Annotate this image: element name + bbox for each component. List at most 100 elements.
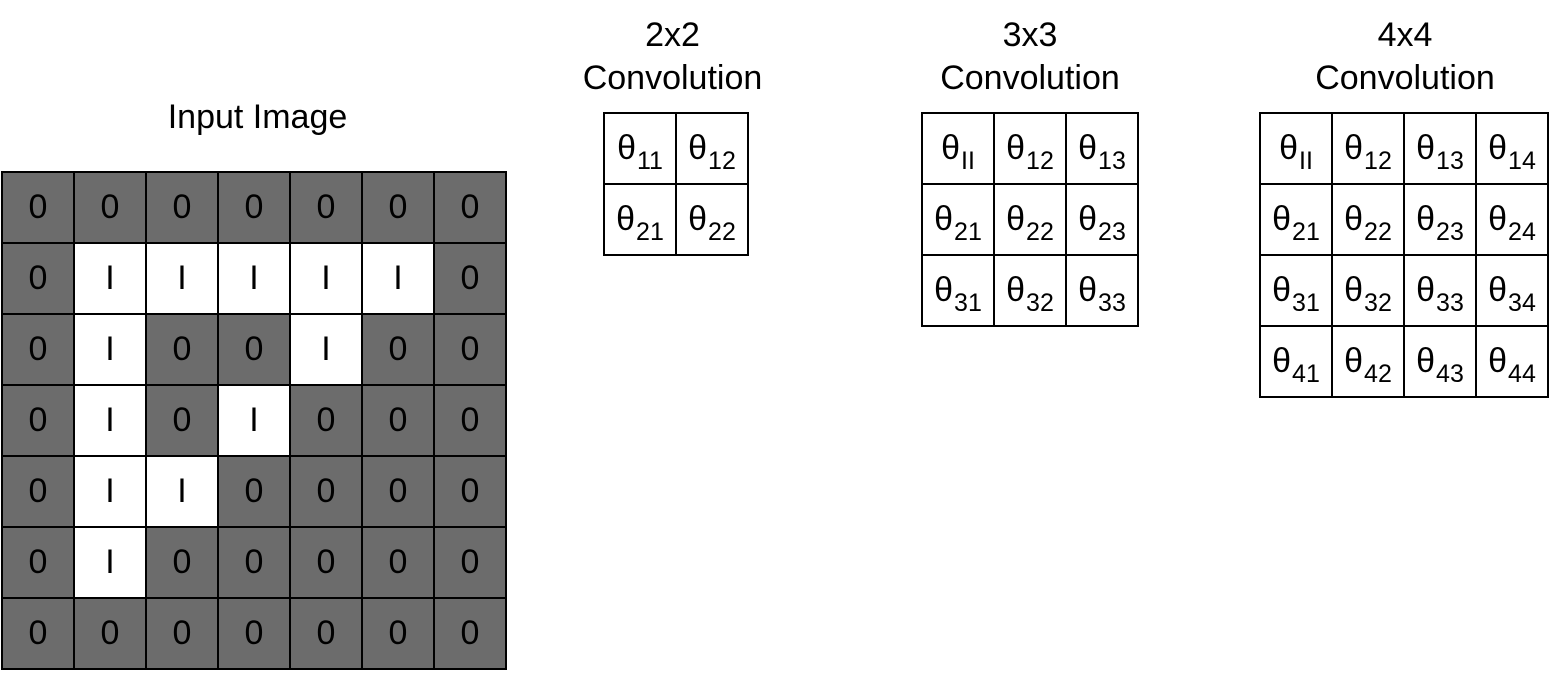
- theta-weight: θ22: [1344, 200, 1392, 246]
- kernel-weight-cell: θ11: [603, 112, 677, 185]
- theta-symbol: θ: [1416, 271, 1436, 309]
- theta-subscript: 12: [1026, 147, 1054, 175]
- theta-symbol: θ: [617, 129, 636, 167]
- kernel-weight-cell: θ44: [1475, 325, 1549, 398]
- input-pixel-cell: 0: [145, 313, 219, 386]
- theta-subscript: 13: [1436, 147, 1464, 175]
- theta-weight: θII: [941, 129, 975, 175]
- theta-subscript: 23: [1436, 218, 1464, 246]
- theta-symbol: θ: [1078, 200, 1098, 238]
- kernel-weight-cell: θ32: [993, 254, 1067, 327]
- theta-symbol: θ: [1488, 129, 1508, 167]
- kernel-3x3-grid: θII θ12 θ13 θ21 θ22 θ23 θ31 θ32 θ33: [921, 112, 1139, 327]
- theta-subscript: 33: [1098, 289, 1126, 317]
- theta-weight: θ41: [1272, 342, 1320, 388]
- input-pixel-cell: 0: [1, 313, 75, 386]
- kernel-weight-cell: θ33: [1403, 254, 1477, 327]
- kernel-row: θII θ12 θ13: [921, 112, 1139, 185]
- theta-subscript: 14: [1508, 147, 1536, 175]
- kernel-4x4-title-label: Convolution: [1315, 59, 1495, 97]
- theta-weight: θ21: [934, 200, 982, 246]
- theta-symbol: θ: [1488, 271, 1508, 309]
- kernel-weight-cell: θ21: [1259, 183, 1333, 256]
- input-pixel-cell: 0: [433, 597, 507, 670]
- input-pixel-cell: 0: [73, 597, 147, 670]
- kernel-2x2-title: 2x2 Convolution: [575, 14, 770, 100]
- theta-symbol: θ: [1272, 342, 1292, 380]
- theta-symbol: θ: [934, 271, 954, 309]
- kernel-weight-cell: θ31: [1259, 254, 1333, 327]
- input-pixel-cell: I: [145, 455, 219, 528]
- kernel-weight-cell: θ13: [1065, 112, 1139, 185]
- input-pixel-cell: 0: [433, 526, 507, 599]
- input-pixel-cell: I: [73, 526, 147, 599]
- kernel-weight-cell: θ34: [1475, 254, 1549, 327]
- theta-subscript: 31: [954, 289, 982, 317]
- input-pixel-cell: 0: [361, 455, 435, 528]
- input-pixel-cell: 0: [433, 171, 507, 244]
- theta-symbol: θ: [1344, 271, 1364, 309]
- theta-subscript: 33: [1436, 289, 1464, 317]
- theta-symbol: θ: [688, 129, 708, 167]
- theta-weight: θII: [1279, 129, 1313, 175]
- theta-weight: θ32: [1006, 271, 1054, 317]
- theta-weight: θ32: [1344, 271, 1392, 317]
- theta-weight: θ21: [1272, 200, 1320, 246]
- kernel-2x2-title-label: Convolution: [582, 59, 763, 97]
- input-pixel-cell: I: [289, 313, 363, 386]
- theta-subscript: 41: [1292, 360, 1320, 388]
- input-pixel-cell: 0: [145, 384, 219, 457]
- kernel-weight-cell: θ14: [1475, 112, 1549, 185]
- kernel-weight-cell: θ12: [675, 112, 749, 185]
- theta-weight: θ22: [1006, 200, 1054, 246]
- input-pixel-cell: 0: [289, 455, 363, 528]
- theta-subscript: 21: [1292, 218, 1320, 246]
- input-pixel-cell: I: [361, 242, 435, 315]
- kernel-row: θ31 θ32 θ33: [921, 254, 1139, 327]
- theta-weight: θ14: [1488, 129, 1536, 175]
- theta-symbol: θ: [1344, 129, 1364, 167]
- theta-subscript: II: [1299, 147, 1313, 175]
- theta-symbol: θ: [1488, 200, 1508, 238]
- kernel-2x2-title-size: 2x2: [645, 16, 700, 54]
- input-pixel-cell: 0: [1, 171, 75, 244]
- theta-symbol: θ: [1416, 200, 1436, 238]
- kernel-row: θ41 θ 42 θ43 θ44: [1259, 325, 1549, 398]
- kernel-3x3-title-label: Convolution: [940, 59, 1120, 97]
- theta-subscript: 22: [1026, 218, 1054, 246]
- theta-weight: θ24: [1488, 200, 1536, 246]
- kernel-weight-cell: θ22: [993, 183, 1067, 256]
- input-pixel-cell: 0: [361, 597, 435, 670]
- kernel-row: θ21 θ22 θ23: [921, 183, 1139, 256]
- kernel-4x4-grid: θII θ12 θ13 θ14 θ21 θ22 θ23 θ24 θ31 θ32 θ33 θ34 θ41 θ…: [1259, 112, 1549, 398]
- kernel-weight-cell: θ13: [1403, 112, 1477, 185]
- theta-weight: θ44: [1488, 342, 1536, 388]
- theta-weight: θ34: [1488, 271, 1536, 317]
- kernel-weight-cell: θ21: [921, 183, 995, 256]
- input-image-title-text: Input Image: [167, 98, 348, 136]
- kernel-weight-cell: θ33: [1065, 254, 1139, 327]
- kernel-weight-cell: θ32: [1331, 254, 1405, 327]
- theta-symbol: θ: [1006, 129, 1026, 167]
- theta-weight: θ21: [616, 200, 664, 246]
- input-pixel-cell: 0: [217, 597, 291, 670]
- input-pixel-cell: I: [289, 242, 363, 315]
- kernel-weight-cell: θ23: [1065, 183, 1139, 256]
- theta-weight: θ13: [1416, 129, 1464, 175]
- input-pixel-cell: 0: [1, 526, 75, 599]
- kernel-weight-cell: θ43: [1403, 325, 1477, 398]
- kernel-row: θII θ12 θ13 θ14: [1259, 112, 1549, 185]
- kernel-4x4-title-size: 4x4: [1377, 16, 1433, 54]
- input-pixel-cell: 0: [73, 171, 147, 244]
- input-pixel-cell: 0: [289, 384, 363, 457]
- input-pixel-cell: 0: [361, 313, 435, 386]
- theta-weight: θ12: [688, 129, 736, 175]
- kernel-3x3-title: 3x3 Convolution: [930, 14, 1130, 100]
- theta-weight: θ11: [617, 129, 663, 175]
- theta-weight: θ13: [1078, 129, 1126, 175]
- kernel-weight-cell: θ23: [1403, 183, 1477, 256]
- kernel-4x4-title: 4x4 Convolution: [1305, 14, 1505, 100]
- kernel-weight-cell: θ41: [1259, 325, 1333, 398]
- theta-subscript: 42: [1364, 360, 1392, 388]
